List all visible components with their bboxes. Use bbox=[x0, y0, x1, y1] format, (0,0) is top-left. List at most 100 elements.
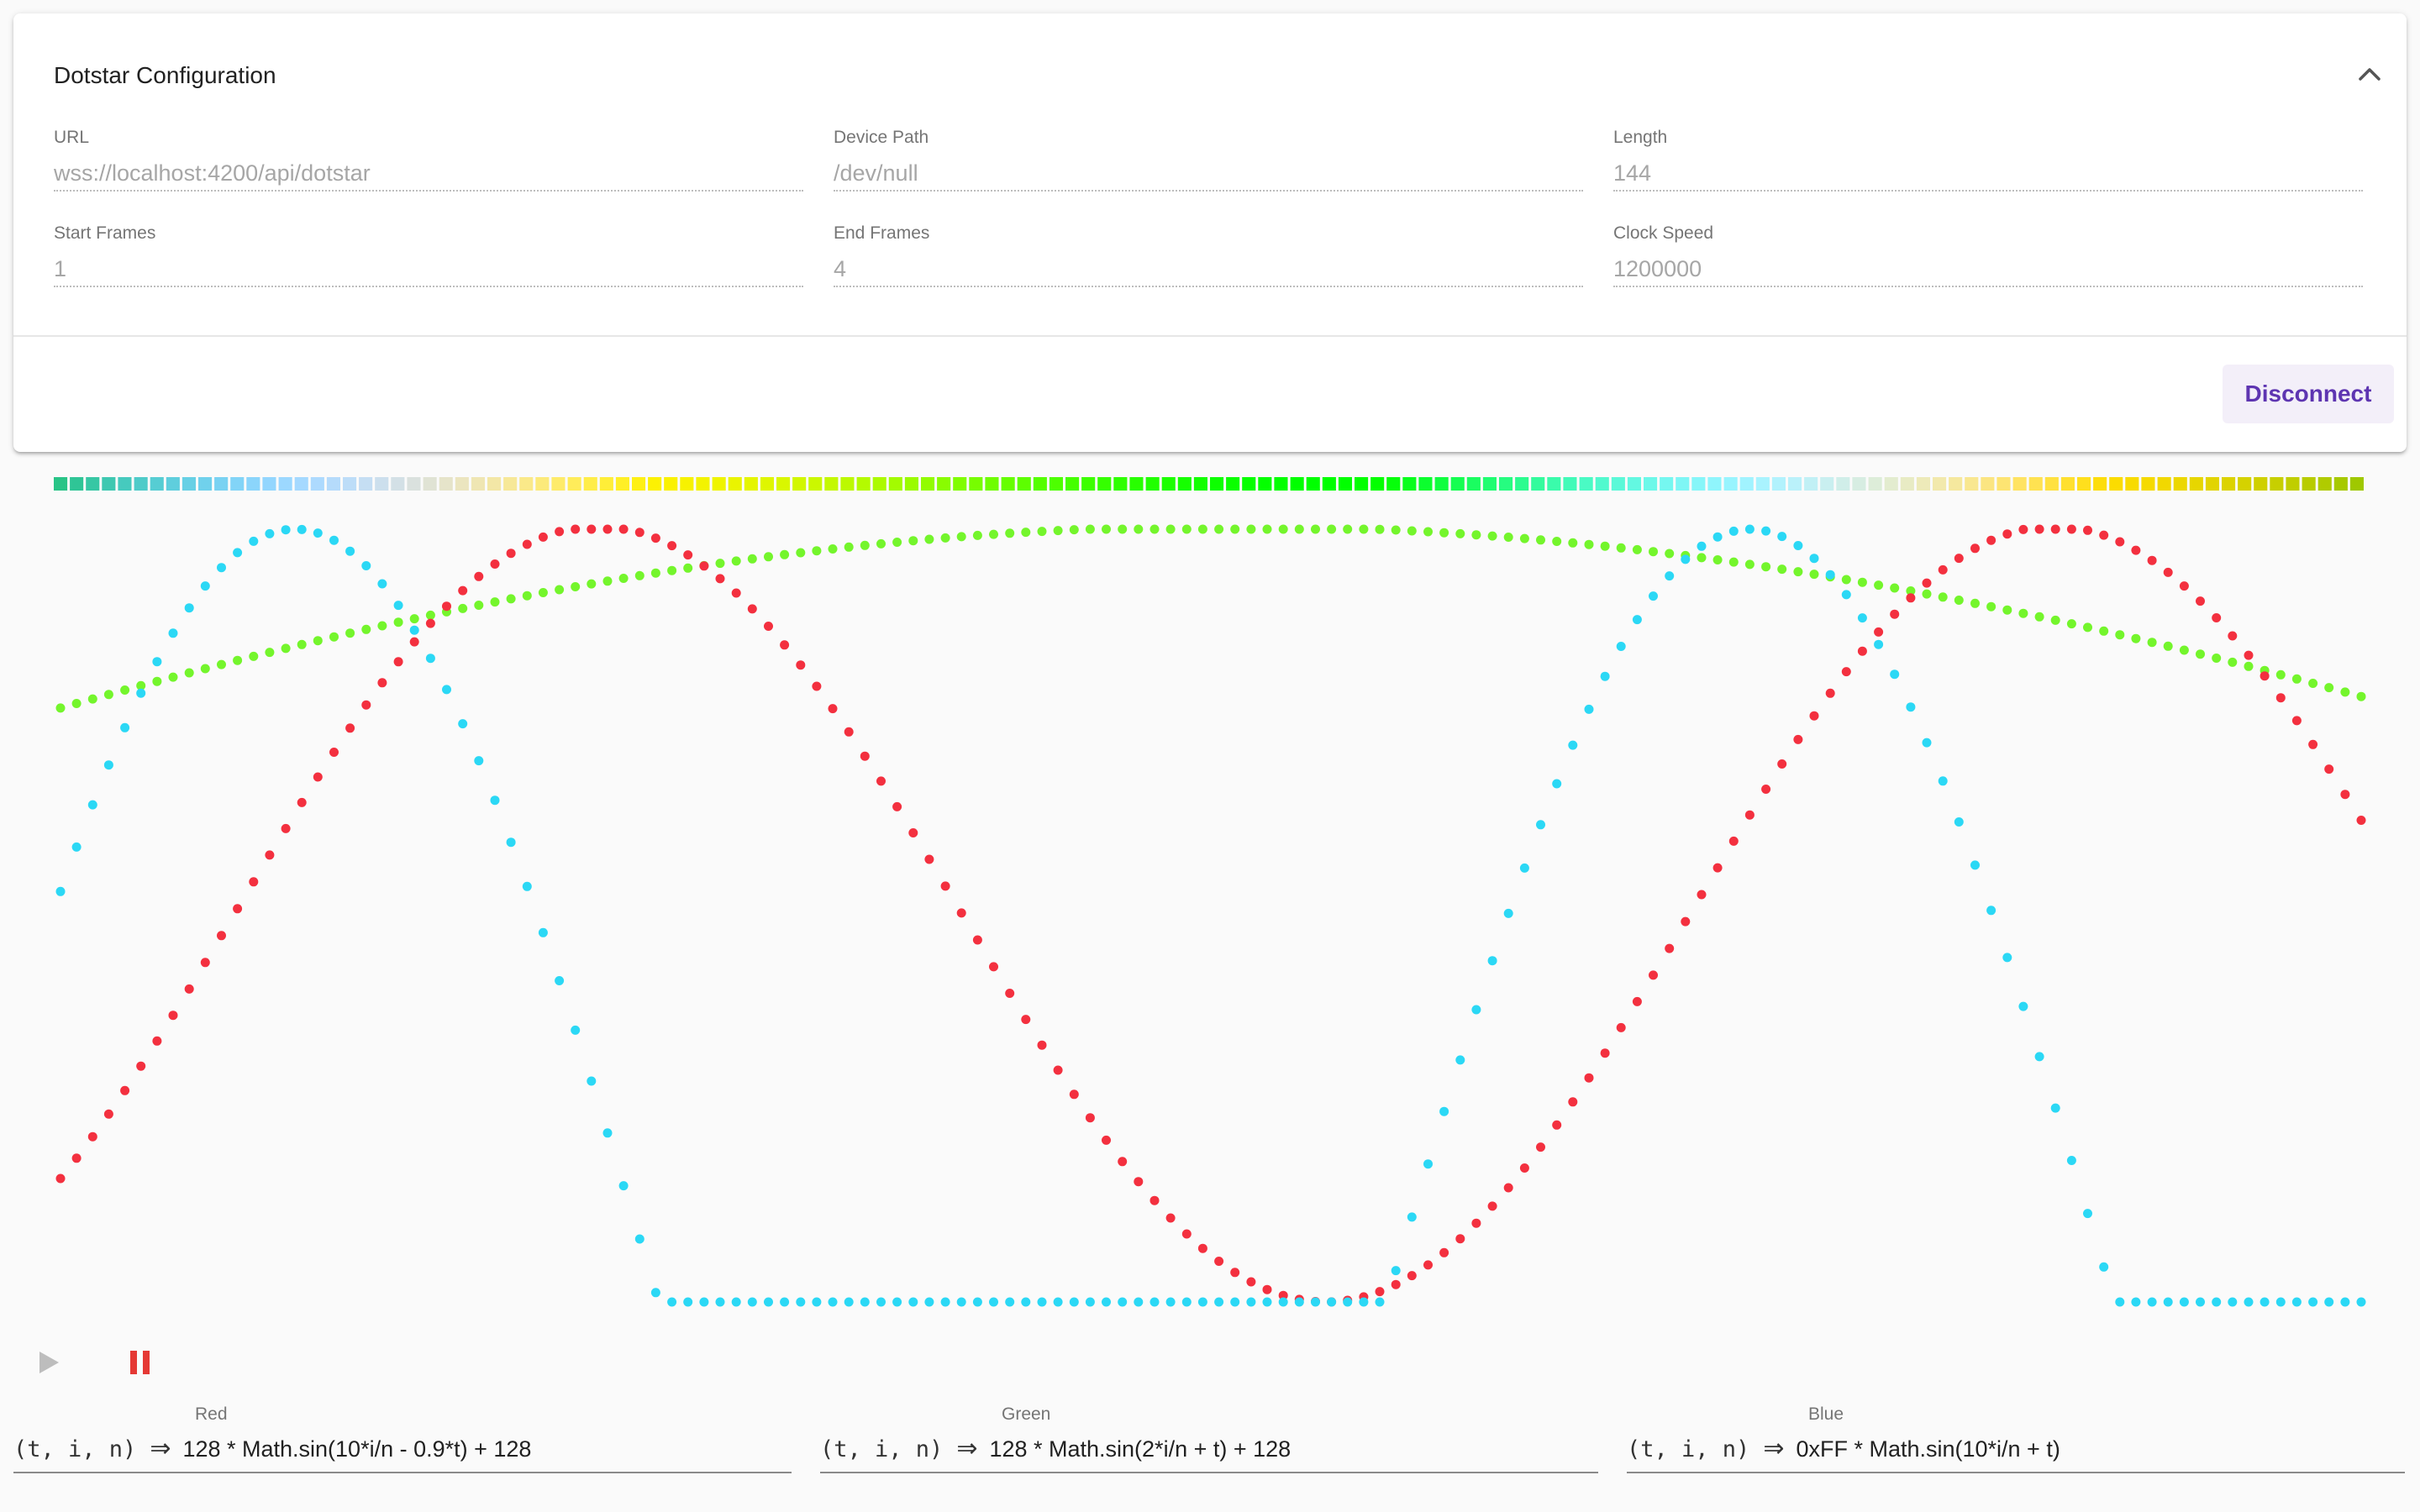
url-field[interactable]: URL wss://localhost:4200/api/dotstar bbox=[54, 128, 803, 192]
led-pixel bbox=[1466, 477, 1481, 491]
blue-point bbox=[2050, 1103, 2060, 1113]
blue-point bbox=[1423, 1159, 1433, 1169]
blue-point bbox=[1712, 532, 1723, 542]
green-point bbox=[490, 597, 500, 607]
green-point bbox=[602, 576, 613, 586]
red-point bbox=[747, 604, 757, 614]
url-input[interactable]: wss://localhost:4200/api/dotstar bbox=[54, 156, 803, 192]
device-path-input[interactable]: /dev/null bbox=[834, 156, 1583, 192]
clock-speed-input[interactable]: 1200000 bbox=[1613, 252, 2363, 287]
end-frames-input[interactable]: 4 bbox=[834, 252, 1583, 287]
red-point bbox=[876, 776, 886, 786]
length-field[interactable]: Length 144 bbox=[1613, 128, 2363, 192]
green-point bbox=[474, 601, 484, 610]
led-pixel bbox=[1386, 477, 1401, 491]
play-button[interactable] bbox=[25, 1339, 72, 1386]
led-pixel bbox=[808, 477, 823, 491]
green-point bbox=[425, 610, 435, 620]
red-point bbox=[731, 588, 741, 598]
green-point bbox=[731, 556, 741, 566]
green-point bbox=[1021, 528, 1031, 538]
green-point bbox=[1327, 524, 1337, 534]
pause-button[interactable] bbox=[117, 1339, 164, 1386]
led-pixel bbox=[904, 477, 918, 491]
led-pixel bbox=[1933, 477, 1947, 491]
length-input[interactable]: 144 bbox=[1613, 156, 2363, 192]
green-point bbox=[1165, 524, 1176, 534]
green-point bbox=[1503, 533, 1513, 542]
red-point bbox=[924, 854, 934, 864]
blue-point bbox=[1102, 1297, 1111, 1307]
blue-point bbox=[1632, 615, 1642, 625]
red-point bbox=[297, 797, 307, 807]
led-pixel bbox=[1852, 477, 1866, 491]
led-pixel bbox=[1627, 477, 1641, 491]
blue-formula-field[interactable]: Blue (t, i, n) ⇒ 0xFF * Math.sin(10*i/n … bbox=[1627, 1404, 2405, 1473]
blue-point bbox=[1391, 1266, 1401, 1276]
red-point bbox=[2228, 631, 2238, 641]
red-point bbox=[1102, 1135, 1111, 1145]
green-point bbox=[522, 591, 532, 601]
start-frames-field[interactable]: Start Frames 1 bbox=[54, 223, 803, 287]
led-pixel bbox=[2238, 477, 2252, 491]
green-point bbox=[2002, 605, 2012, 615]
led-pixel bbox=[1418, 477, 1433, 491]
blue-point bbox=[2018, 1001, 2028, 1011]
green-point bbox=[265, 648, 275, 658]
green-formula-input[interactable]: 128 * Math.sin(2*i/n + t) + 128 bbox=[989, 1436, 1292, 1462]
green-point bbox=[313, 636, 323, 646]
blue-point bbox=[55, 886, 66, 896]
disconnect-button[interactable]: Disconnect bbox=[2223, 365, 2394, 423]
red-point bbox=[217, 931, 226, 941]
start-frames-input[interactable]: 1 bbox=[54, 252, 803, 287]
led-pixel bbox=[2125, 477, 2139, 491]
red-point bbox=[2115, 537, 2125, 547]
red-point bbox=[618, 524, 629, 534]
green-point bbox=[538, 588, 548, 597]
device-path-field[interactable]: Device Path /dev/null bbox=[834, 128, 1583, 192]
led-pixel bbox=[166, 477, 180, 491]
led-pixel bbox=[54, 477, 68, 491]
blue-point bbox=[377, 579, 387, 589]
led-pixel bbox=[1884, 477, 1898, 491]
green-point bbox=[2275, 669, 2286, 680]
red-formula-field[interactable]: Red (t, i, n) ⇒ 128 * Math.sin(10*i/n - … bbox=[13, 1404, 792, 1473]
red-point bbox=[1181, 1229, 1192, 1239]
led-pixel bbox=[1788, 477, 1802, 491]
clock-speed-field[interactable]: Clock Speed 1200000 bbox=[1613, 223, 2363, 287]
led-pixel bbox=[455, 477, 469, 491]
blue-point bbox=[2212, 1297, 2222, 1307]
end-frames-field[interactable]: End Frames 4 bbox=[834, 223, 1583, 287]
blue-point bbox=[538, 927, 548, 937]
green-point bbox=[2340, 687, 2350, 697]
green-point bbox=[345, 628, 355, 638]
green-series bbox=[55, 524, 2366, 713]
led-pixel bbox=[118, 477, 132, 491]
green-point bbox=[1986, 601, 1996, 612]
red-formula-input[interactable]: 128 * Math.sin(10*i/n - 0.9*t) + 128 bbox=[182, 1436, 532, 1462]
green-point bbox=[1519, 533, 1529, 543]
led-pixel bbox=[2254, 477, 2268, 491]
green-point bbox=[972, 530, 982, 540]
blue-point bbox=[2228, 1297, 2238, 1307]
green-point bbox=[1761, 562, 1771, 572]
red-point bbox=[1938, 564, 1948, 575]
blue-point bbox=[1954, 817, 1964, 827]
collapse-button[interactable] bbox=[2349, 54, 2390, 94]
blue-point bbox=[747, 1297, 757, 1307]
led-pixel bbox=[1611, 477, 1625, 491]
led-pixel bbox=[1579, 477, 1593, 491]
blue-point bbox=[1214, 1297, 1224, 1307]
blue-point bbox=[892, 1297, 902, 1307]
green-formula-field[interactable]: Green (t, i, n) ⇒ 128 * Math.sin(2*i/n +… bbox=[820, 1404, 1598, 1473]
red-point bbox=[55, 1173, 66, 1184]
play-icon bbox=[39, 1352, 59, 1373]
red-point bbox=[2275, 693, 2286, 703]
led-pixel bbox=[2222, 477, 2236, 491]
green-point bbox=[393, 617, 403, 627]
red-point bbox=[1471, 1218, 1481, 1228]
blue-point bbox=[956, 1297, 966, 1307]
led-pixel bbox=[744, 477, 758, 491]
blue-point bbox=[1744, 524, 1754, 534]
blue-formula-input[interactable]: 0xFF * Math.sin(10*i/n + t) bbox=[1796, 1436, 2060, 1462]
